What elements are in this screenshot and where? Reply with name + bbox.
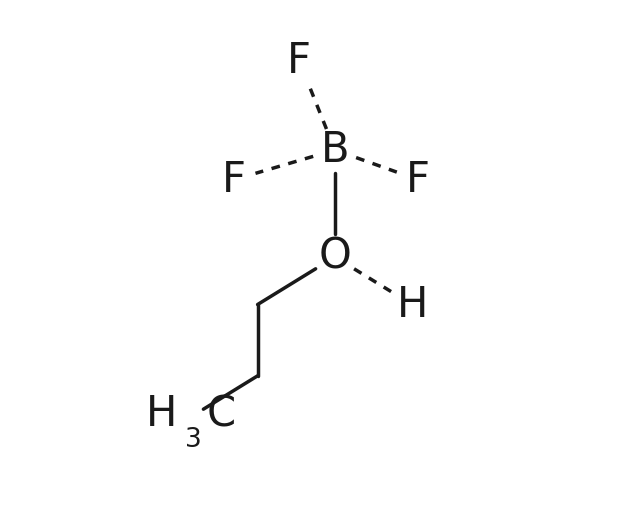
- Text: F: F: [222, 158, 246, 201]
- Text: H: H: [146, 394, 177, 435]
- Text: 3: 3: [185, 427, 202, 453]
- Text: C: C: [207, 394, 236, 435]
- Text: O: O: [319, 236, 351, 278]
- Text: H: H: [396, 283, 428, 326]
- Text: F: F: [287, 40, 311, 82]
- Text: B: B: [321, 129, 349, 171]
- Text: F: F: [406, 158, 430, 201]
